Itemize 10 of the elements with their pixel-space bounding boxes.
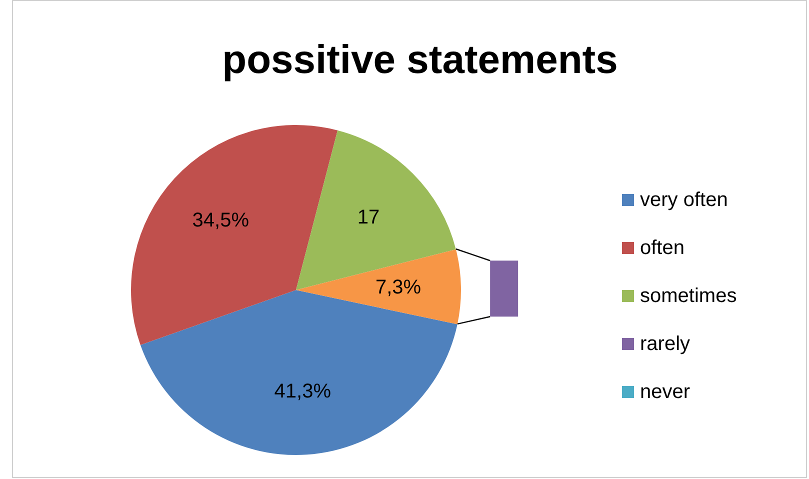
legend-label: often xyxy=(640,236,684,260)
data-label: 7,3% xyxy=(375,276,422,299)
data-label: 34,5% xyxy=(192,209,250,232)
chart-title: possitive statements xyxy=(221,38,619,83)
data-label: 17 xyxy=(357,206,380,228)
legend-label: rarely xyxy=(640,332,690,356)
legend-label: very often xyxy=(640,188,728,212)
legend-label: never xyxy=(640,380,690,404)
data-label: 41,3% xyxy=(274,380,332,403)
legend-label: sometimes xyxy=(640,284,737,308)
